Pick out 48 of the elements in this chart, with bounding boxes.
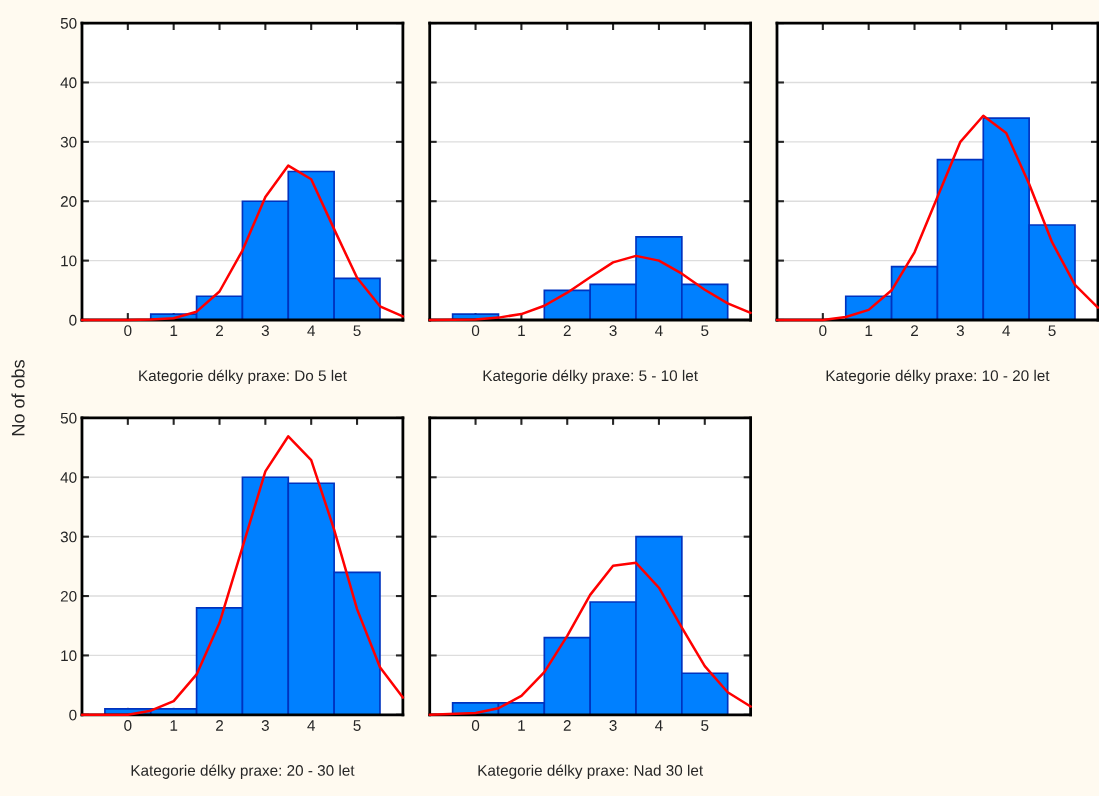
x-tick-label: 0	[819, 325, 827, 337]
x-tick-label: 5	[1048, 325, 1056, 337]
x-tick-label: 5	[353, 720, 361, 731]
y-tick-label: 20	[60, 590, 77, 602]
y-tick-label: 50	[60, 412, 77, 424]
x-tick-label: 3	[609, 720, 617, 731]
x-axis-title: Kategorie délky praxe: Do 5 let	[139, 369, 347, 385]
y-tick-label: 30	[60, 136, 77, 148]
x-tick-label: 5	[353, 325, 361, 337]
y-tick-label: 50	[60, 17, 77, 29]
x-axis-title: Kategorie délky praxe: 10 - 20 let	[826, 369, 1050, 385]
x-tick-label: 1	[518, 720, 525, 731]
x-tick-label: 0	[124, 325, 132, 337]
y-tick-label: 20	[60, 196, 77, 207]
x-tick-label: 4	[307, 720, 316, 731]
x-tick-label: 1	[170, 325, 178, 336]
y-tick-label: 0	[69, 709, 77, 721]
y-tick-label: 10	[61, 650, 77, 662]
x-tick-label: 2	[216, 720, 223, 731]
x-tick-label: 4	[1002, 325, 1011, 336]
x-tick-label: 4	[655, 325, 663, 336]
x-tick-label: 5	[701, 325, 709, 337]
x-tick-label: 1	[170, 720, 178, 731]
x-tick-label: 0	[471, 325, 480, 337]
x-tick-label: 5	[701, 720, 709, 731]
x-tick-label: 2	[563, 720, 571, 731]
x-tick-label: 2	[563, 325, 571, 336]
y-tick-label: 0	[69, 314, 77, 326]
x-axis-title: Kategorie délky praxe: Nad 30 let	[478, 764, 704, 779]
x-tick-label: 3	[956, 325, 964, 337]
x-tick-label: 2	[911, 325, 919, 336]
x-tick-label: 3	[261, 720, 269, 731]
y-axis-title: No of obs	[11, 360, 25, 436]
x-tick-label: 3	[609, 325, 617, 337]
x-axis-title: Kategorie délky praxe: 5 - 10 let	[483, 369, 698, 385]
x-tick-label: 4	[655, 720, 663, 731]
x-tick-label: 0	[124, 720, 132, 731]
x-tick-label: 3	[261, 325, 269, 337]
y-tick-label: 40	[60, 77, 77, 89]
y-tick-label: 10	[61, 255, 77, 267]
x-axis-title: Kategorie délky praxe: 20 - 30 let	[131, 764, 355, 779]
x-tick-label: 2	[216, 325, 223, 336]
y-tick-label: 30	[60, 531, 77, 543]
x-tick-label: 1	[518, 325, 525, 336]
y-tick-label: 40	[60, 472, 77, 483]
x-tick-label: 4	[307, 325, 316, 336]
x-tick-label: 0	[471, 720, 480, 731]
x-tick-label: 1	[865, 325, 873, 336]
